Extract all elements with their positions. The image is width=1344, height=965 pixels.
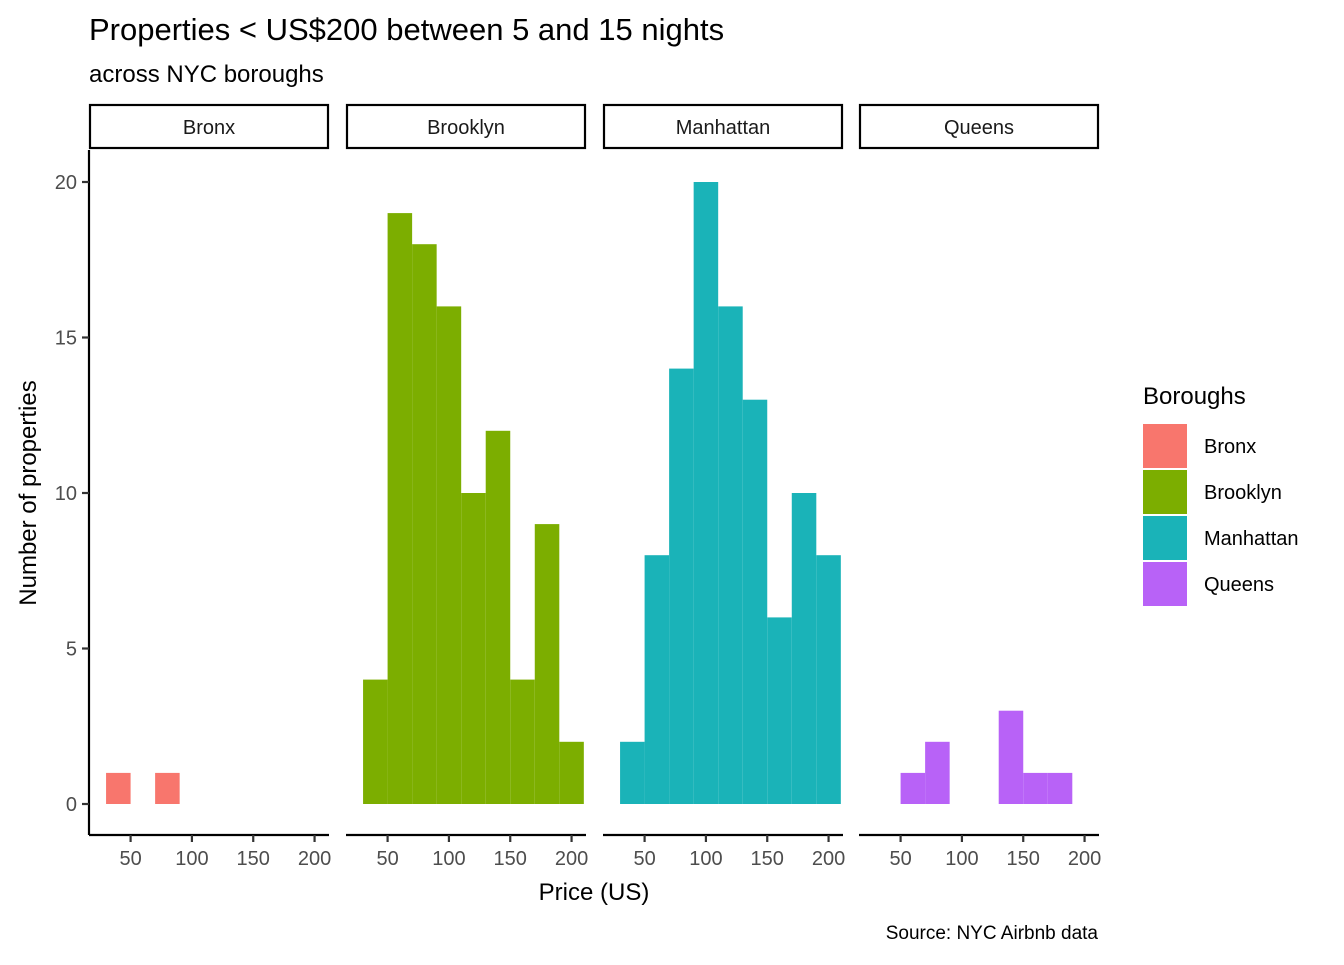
chart-title: Properties < US$200 between 5 and 15 nig…: [89, 12, 724, 47]
x-tick-label-bronx-200: 200: [298, 848, 331, 870]
strip-label-manhattan: Manhattan: [676, 117, 771, 139]
x-tick-label-manhattan-50: 50: [633, 848, 655, 870]
legend-label-brooklyn: Brooklyn: [1204, 482, 1282, 504]
bar-manhattan-190: [816, 555, 841, 804]
bar-brooklyn-150: [510, 679, 535, 804]
caption: Source: NYC Airbnb data: [886, 923, 1099, 944]
x-tick-label-brooklyn-50: 50: [376, 848, 398, 870]
chart-subtitle: across NYC boroughs: [89, 61, 324, 88]
y-tick-label-20: 20: [55, 172, 77, 194]
y-tick-label-15: 15: [55, 328, 77, 350]
legend-title: Boroughs: [1143, 383, 1246, 410]
legend-label-manhattan: Manhattan: [1204, 528, 1299, 550]
bar-brooklyn-90: [436, 306, 462, 804]
bar-manhattan-110: [718, 306, 743, 804]
bar-brooklyn-110: [461, 493, 486, 804]
facet-panels: Bronx 50 100 150 200 0 5 10 15 20 Brooklyn 50 100 150…: [55, 103, 1101, 870]
bar-brooklyn-130: [485, 430, 511, 804]
bar-queens-50: [900, 772, 926, 804]
x-tick-label-bronx-50: 50: [119, 848, 141, 870]
legend-swatch-manhattan: [1143, 516, 1187, 560]
bar-queens-170: [1047, 772, 1073, 804]
legend: Boroughs Bronx Brooklyn Manhattan Queens: [1143, 383, 1299, 606]
legend-swatch-brooklyn: [1143, 470, 1187, 514]
x-tick-label-manhattan-150: 150: [751, 848, 784, 870]
panel-queens: Queens 50 100 150 200: [858, 103, 1101, 870]
strip-box-bronx: [88, 103, 330, 150]
bar-bronx-30: [106, 772, 131, 804]
legend-swatch-bronx: [1143, 424, 1187, 468]
strip-label-bronx: Bronx: [183, 117, 235, 139]
strip-box-manhattan: [602, 103, 844, 150]
x-tick-label-brooklyn-100: 100: [432, 848, 465, 870]
legend-swatch-queens: [1143, 562, 1187, 606]
panel-bronx: Bronx 50 100 150 200 0 5 10 15 20: [55, 103, 331, 870]
y-axis-label: Number of properties: [15, 380, 42, 605]
bar-manhattan-90: [693, 182, 719, 804]
x-tick-label-manhattan-100: 100: [689, 848, 722, 870]
bar-manhattan-30: [620, 741, 645, 804]
bar-queens-150: [1023, 772, 1048, 804]
x-tick-label-queens-100: 100: [945, 848, 978, 870]
panel-manhattan: Manhattan 50 100 150 200: [602, 103, 845, 870]
x-tick-label-bronx-100: 100: [175, 848, 208, 870]
panel-brooklyn: Brooklyn 50 100 150 200: [345, 103, 588, 870]
strip-label-queens: Queens: [944, 117, 1014, 139]
y-tick-label-0: 0: [66, 794, 77, 816]
strip-box-brooklyn: [345, 103, 587, 150]
bar-brooklyn-170: [534, 524, 560, 804]
x-tick-label-queens-50: 50: [889, 848, 911, 870]
x-tick-label-manhattan-200: 200: [812, 848, 845, 870]
x-tick-label-brooklyn-150: 150: [494, 848, 527, 870]
bar-queens-130: [998, 710, 1024, 804]
bar-manhattan-50: [644, 555, 670, 804]
bar-manhattan-130: [742, 399, 768, 804]
bar-queens-70: [925, 741, 950, 804]
bar-brooklyn-70: [412, 244, 437, 804]
bar-manhattan-170: [791, 493, 817, 804]
y-tick-label-10: 10: [55, 483, 77, 505]
bar-brooklyn-30: [363, 679, 388, 804]
bar-brooklyn-50: [387, 213, 413, 805]
x-tick-label-queens-200: 200: [1068, 848, 1101, 870]
legend-label-queens: Queens: [1204, 574, 1274, 596]
bar-manhattan-150: [767, 617, 792, 804]
legend-label-bronx: Bronx: [1204, 436, 1256, 458]
x-tick-label-brooklyn-200: 200: [555, 848, 588, 870]
y-tick-label-5: 5: [66, 639, 77, 661]
x-tick-label-bronx-150: 150: [237, 848, 270, 870]
x-tick-label-queens-150: 150: [1007, 848, 1040, 870]
strip-box-queens: [858, 103, 1100, 150]
bar-manhattan-70: [669, 368, 694, 804]
strip-label-brooklyn: Brooklyn: [427, 117, 505, 139]
x-axis-label: Price (US): [539, 879, 650, 906]
bar-bronx-70: [155, 772, 180, 804]
bar-brooklyn-190: [559, 741, 584, 804]
